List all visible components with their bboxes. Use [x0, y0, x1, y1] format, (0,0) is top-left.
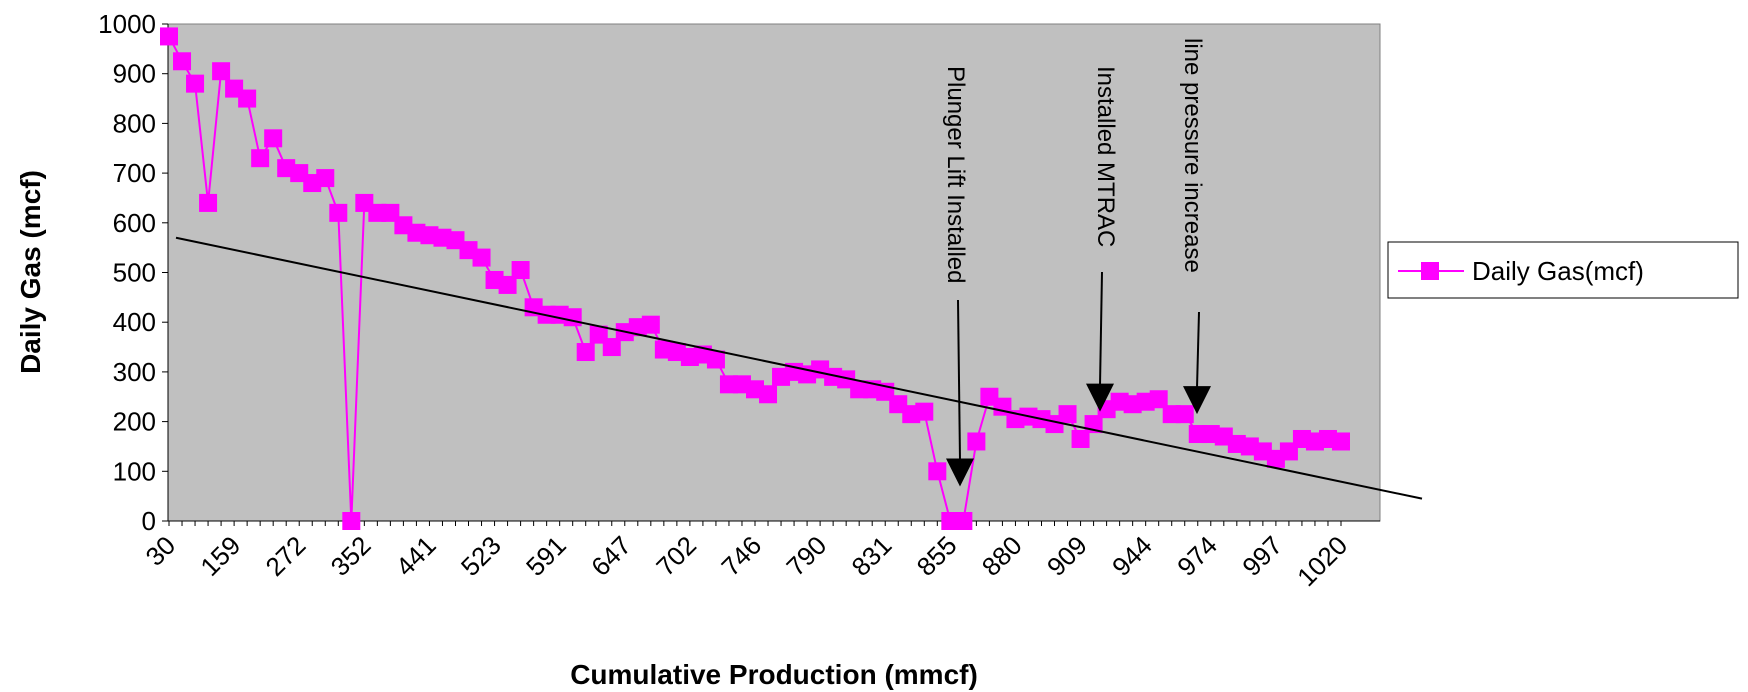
- data-point: [251, 149, 270, 168]
- data-point: [967, 432, 986, 451]
- data-point: [329, 203, 348, 222]
- data-point: [1332, 432, 1350, 451]
- x-tick-label: 352: [325, 530, 377, 582]
- annotation-arrow-head: [946, 458, 974, 487]
- data-point: [173, 52, 192, 71]
- annotation-label: Plunger Lift Installed: [942, 66, 969, 283]
- plot-area: [167, 23, 1381, 522]
- x-tick-label: 880: [976, 530, 1028, 582]
- data-point: [498, 275, 517, 294]
- x-tick-label: 441: [390, 530, 442, 582]
- x-tick-label: 831: [846, 530, 898, 582]
- legend: Daily Gas(mcf): [1387, 241, 1739, 299]
- y-tick-label: 200: [113, 407, 156, 437]
- data-point: [212, 62, 231, 81]
- data-point: [1175, 405, 1194, 424]
- data-point: [759, 385, 778, 404]
- data-point: [511, 261, 530, 280]
- x-tick-label: 159: [194, 530, 246, 582]
- data-point: [186, 74, 205, 93]
- annotation-label: line pressure increase: [1179, 38, 1206, 273]
- data-point: [238, 89, 257, 108]
- y-axis-title: Daily Gas (mcf): [15, 170, 46, 374]
- annotation-label: Installed MTRAC: [1092, 66, 1119, 247]
- y-tick-label: 400: [113, 307, 156, 337]
- y-axis-ticks: 0 100 200 300 400 500 600 700 800 900 1000: [98, 9, 168, 536]
- series-layer: [160, 27, 1350, 530]
- x-tick-label: 647: [585, 530, 637, 582]
- annotation-arrow-head: [1086, 383, 1114, 412]
- data-point: [915, 402, 934, 421]
- y-tick-label: 0: [142, 506, 156, 536]
- annotation-layer: Plunger Lift Installed Installed MTRAC lin…: [942, 38, 1211, 487]
- data-point: [706, 350, 725, 369]
- y-tick-label: 800: [113, 108, 156, 138]
- x-tick-label: 746: [715, 530, 767, 582]
- data-point: [928, 462, 947, 481]
- x-tick-label: 855: [911, 530, 963, 582]
- data-point: [264, 129, 283, 148]
- data-point: [576, 343, 595, 362]
- data-point: [316, 169, 335, 188]
- data-point: [1058, 405, 1077, 424]
- x-tick-label: 591: [520, 530, 572, 582]
- data-point: [641, 315, 660, 334]
- x-tick-label: 702: [650, 530, 702, 582]
- y-tick-label: 900: [113, 59, 156, 89]
- y-tick-label: 1000: [98, 9, 156, 39]
- data-point: [602, 338, 621, 357]
- x-tick-label: 944: [1106, 530, 1158, 582]
- y-tick-label: 100: [113, 456, 156, 486]
- annotation-arrow-shaft: [1196, 311, 1200, 389]
- legend-marker-icon: [1421, 262, 1439, 280]
- x-tick-label: 974: [1171, 530, 1223, 582]
- data-point: [563, 308, 582, 327]
- data-point: [199, 193, 218, 212]
- x-axis-ticks: 30 159 272 352 441 523 591 647 702 746 790 831 855 88…: [140, 521, 1353, 592]
- x-tick-label: 523: [455, 530, 507, 582]
- legend-label: Daily Gas(mcf): [1472, 256, 1644, 286]
- y-tick-label: 500: [113, 258, 156, 288]
- trendline: [175, 236, 1423, 500]
- x-axis-title: Cumulative Production (mmcf): [570, 659, 978, 690]
- annotation-arrow-shaft: [1099, 271, 1103, 386]
- data-point: [954, 512, 973, 530]
- annotation-arrow-shaft: [957, 299, 961, 461]
- x-tick-label: 30: [140, 530, 182, 572]
- data-point: [342, 512, 361, 530]
- x-tick-label: 272: [260, 530, 312, 582]
- y-tick-label: 300: [113, 357, 156, 387]
- x-tick-label: 909: [1041, 530, 1093, 582]
- data-point: [160, 27, 178, 46]
- y-tick-label: 700: [113, 158, 156, 188]
- x-tick-label: 997: [1236, 530, 1288, 582]
- data-point: [472, 248, 491, 267]
- annotation-arrow-head: [1183, 386, 1211, 415]
- data-point: [1149, 390, 1168, 409]
- y-tick-label: 600: [113, 208, 156, 238]
- data-point: [1071, 429, 1090, 448]
- x-tick-label: 790: [780, 530, 832, 582]
- x-tick-label: 1020: [1291, 530, 1353, 592]
